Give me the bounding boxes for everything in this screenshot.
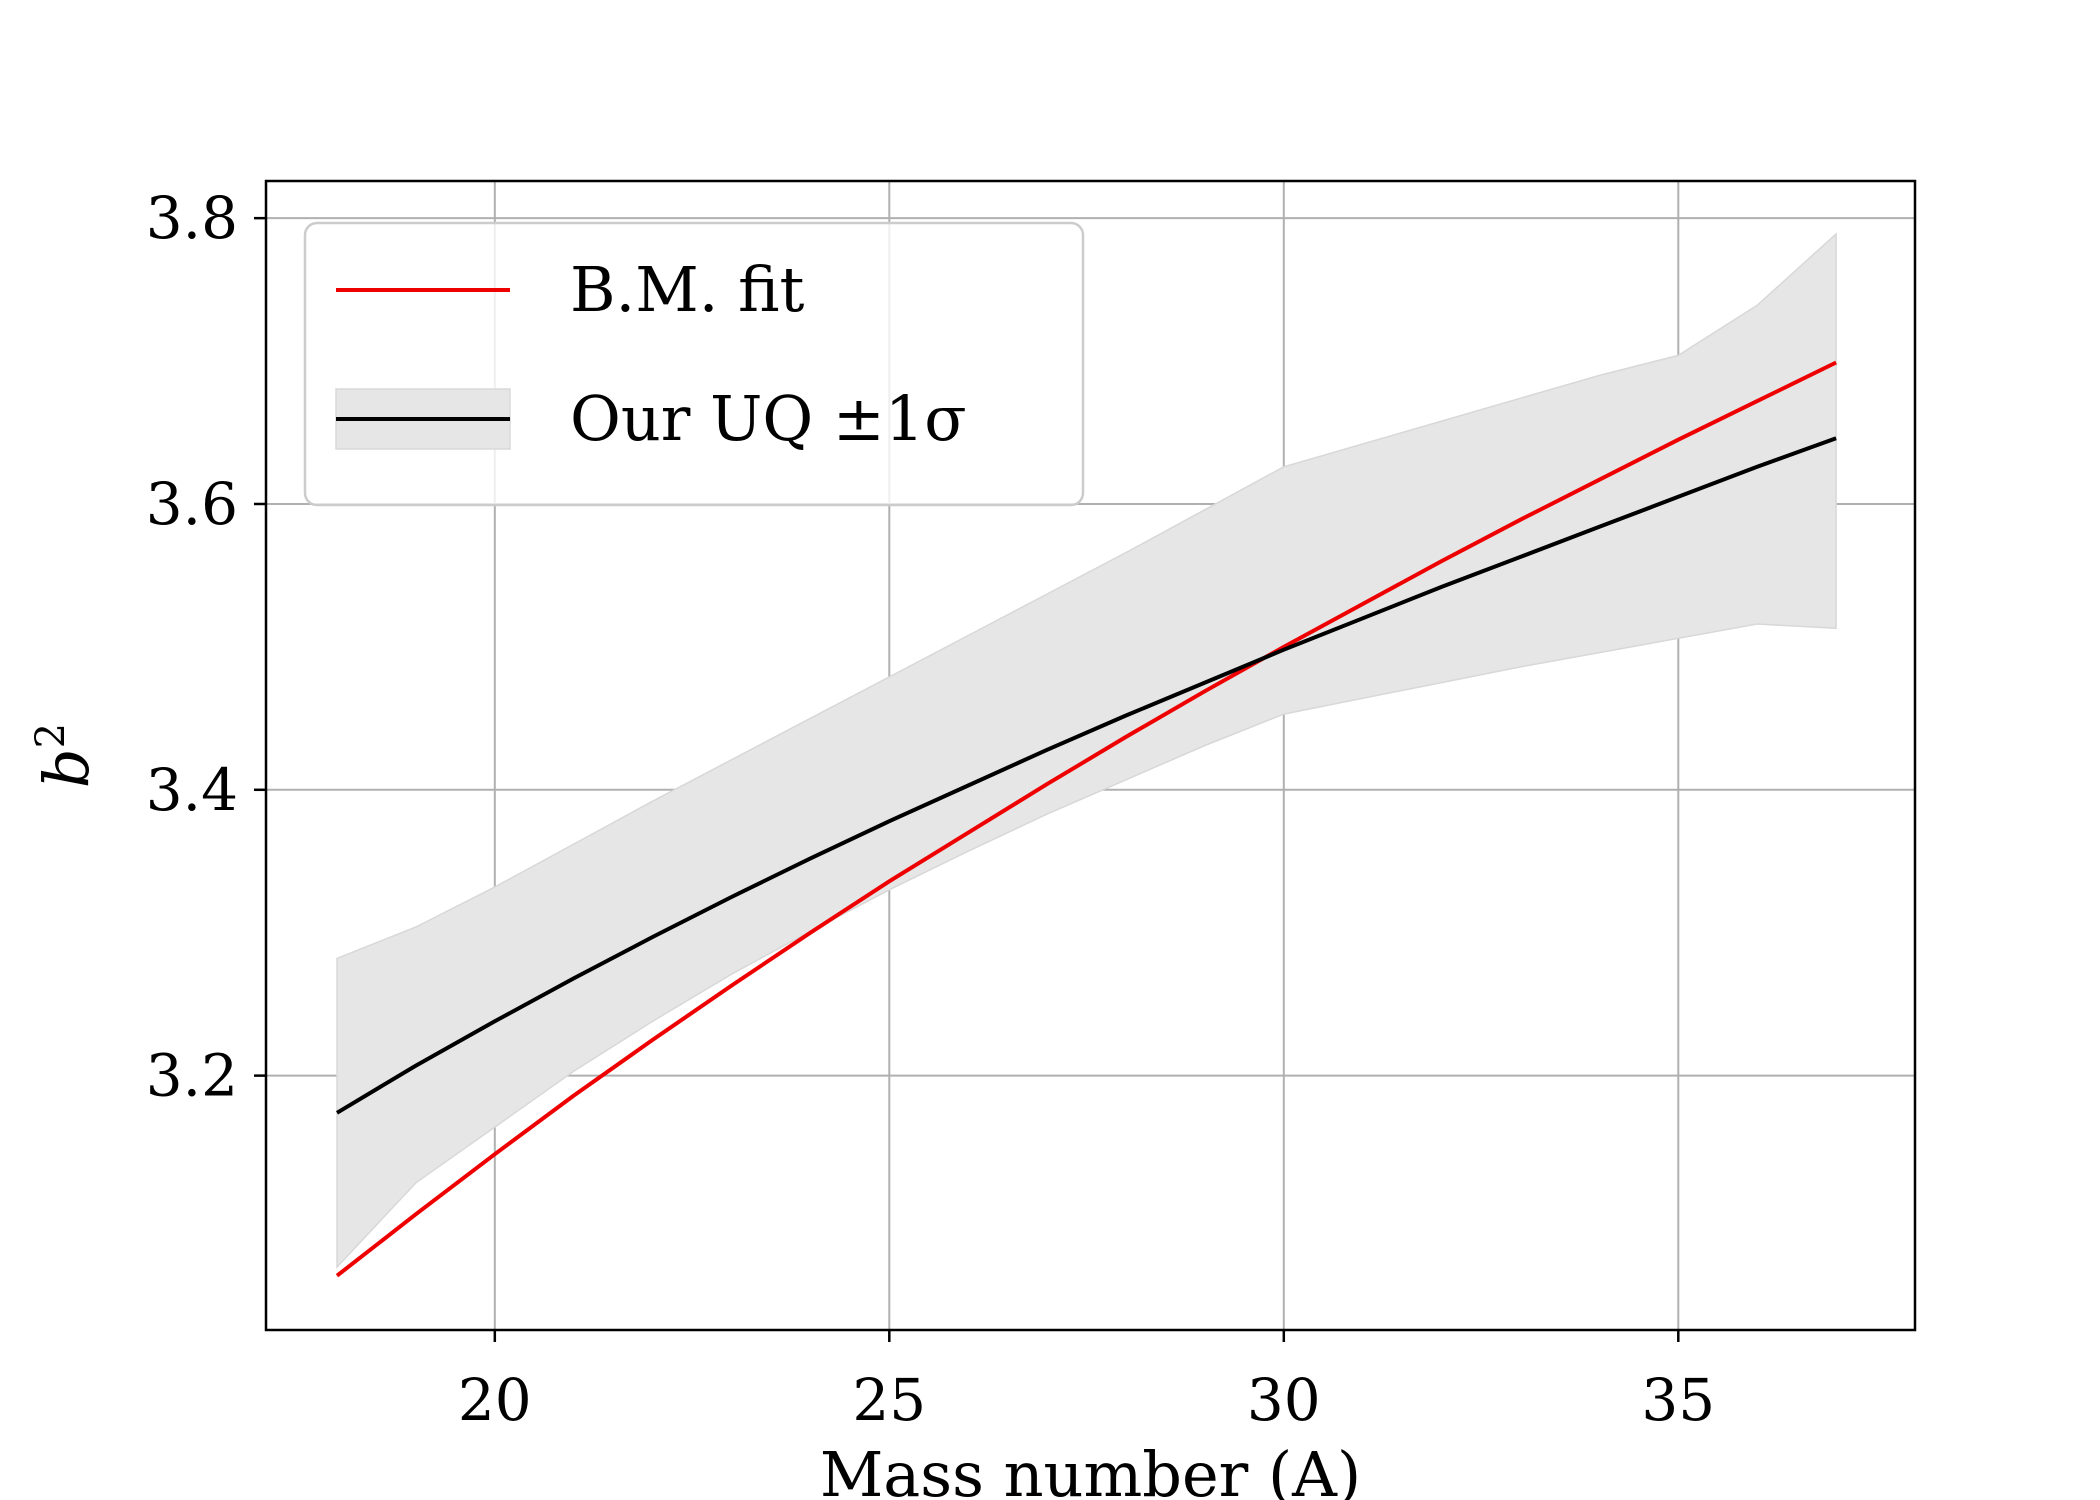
legend-label-bm-fit: B.M. fit bbox=[570, 253, 805, 326]
x-tick-label: 20 bbox=[458, 1366, 532, 1434]
legend-label-uq: Our UQ ±1σ bbox=[570, 382, 967, 455]
x-tick-label: 35 bbox=[1641, 1366, 1715, 1434]
axis-ticks bbox=[254, 216, 1680, 1342]
axis-tick-labels: 20 25 30 35 3.2 3.4 3.6 3.8 bbox=[146, 184, 1715, 1434]
x-tick-label: 30 bbox=[1247, 1366, 1321, 1434]
y-axis-label: b2 bbox=[28, 723, 103, 788]
series-layer bbox=[335, 360, 1837, 1278]
y-tick-label: 3.2 bbox=[146, 1042, 238, 1110]
uq-sigma-band bbox=[336, 232, 1837, 1269]
legend: B.M. fit Our UQ ±1σ bbox=[303, 221, 1085, 507]
y-axis-label-superscript: 2 bbox=[28, 723, 74, 748]
uncertainty-band-layer bbox=[336, 232, 1837, 1269]
y-tick-label: 3.8 bbox=[146, 184, 238, 252]
bm-fit-line bbox=[335, 360, 1837, 1278]
x-tick-label: 25 bbox=[852, 1366, 926, 1434]
plot-frame bbox=[264, 179, 1917, 1332]
uq-mean-line bbox=[335, 436, 1837, 1115]
y-tick-label: 3.4 bbox=[146, 756, 238, 824]
x-axis-label: Mass number (A) bbox=[820, 1438, 1361, 1500]
y-axis-label-base: b bbox=[30, 748, 103, 788]
y-tick-label: 3.6 bbox=[146, 470, 238, 538]
